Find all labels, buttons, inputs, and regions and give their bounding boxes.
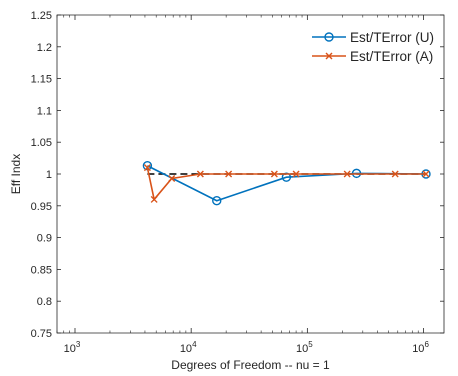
x-tick-exponent: 3 <box>76 340 81 349</box>
data-point-stroke <box>196 170 204 178</box>
y-tick-label: 0.75 <box>31 328 52 340</box>
data-point-stroke <box>343 170 351 178</box>
y-tick-label: 1 <box>46 169 52 181</box>
y-tick-label: 0.85 <box>31 264 52 276</box>
legend-label: Est/TError (U) <box>350 30 434 45</box>
data-point-stroke <box>225 170 233 178</box>
ticks <box>56 14 444 334</box>
data-point <box>281 172 292 182</box>
y-tick-label: 1.15 <box>31 74 52 86</box>
x-tick-exponent: 4 <box>192 340 197 349</box>
series-1 <box>143 164 430 203</box>
series-line-1 <box>146 167 427 202</box>
data-point-stroke <box>168 174 176 182</box>
y-tick-label: 0.95 <box>31 201 52 213</box>
legend-marker <box>324 32 334 42</box>
data-point <box>143 164 151 172</box>
data-point <box>150 195 158 203</box>
data-point <box>168 174 176 182</box>
x-tick-label: 106 <box>412 340 429 355</box>
data-point-stroke <box>422 170 430 178</box>
y-tick-label: 0.9 <box>37 233 52 245</box>
data-point <box>196 170 204 178</box>
x-axis-label: Degrees of Freedom -- nu = 1 <box>171 358 330 372</box>
x-tick-base: 10 <box>412 343 424 355</box>
legend-marker <box>325 52 333 60</box>
series-layer <box>142 161 431 206</box>
data-point-stroke <box>150 195 158 203</box>
y-tick-label: 1.1 <box>37 105 52 117</box>
data-point <box>212 196 222 206</box>
x-tick-label: 103 <box>64 340 81 355</box>
data-point <box>343 170 351 178</box>
y-tick-label: 1.25 <box>31 10 52 22</box>
legend-label: Est/TError (A) <box>350 49 433 64</box>
x-tick-base: 10 <box>180 343 192 355</box>
legend: Est/TError (U) Est/TError (A) <box>312 30 434 64</box>
x-tick-exponent: 5 <box>308 340 313 349</box>
y-tick-label: 0.8 <box>37 296 52 308</box>
x-tick-base: 10 <box>296 343 308 355</box>
y-axis-label: Eff Indx <box>9 154 23 194</box>
data-point-stroke <box>143 164 151 172</box>
data-point-stroke <box>292 170 300 178</box>
data-point <box>270 170 278 178</box>
y-tick-label: 1.05 <box>31 137 52 149</box>
tick-labels: 0.750.80.850.90.9511.051.11.151.21.25103… <box>31 10 430 355</box>
x-tick-label: 105 <box>296 340 313 355</box>
data-point <box>292 170 300 178</box>
data-point-stroke <box>270 170 278 178</box>
x-tick-label: 104 <box>180 340 197 355</box>
data-point <box>422 170 430 178</box>
x-tick-exponent: 6 <box>424 340 429 349</box>
data-point <box>225 170 233 178</box>
data-point <box>391 170 399 178</box>
x-tick-base: 10 <box>64 343 76 355</box>
legend-marker-stroke <box>325 52 333 60</box>
data-point-stroke <box>391 170 399 178</box>
y-tick-label: 1.2 <box>37 42 52 54</box>
